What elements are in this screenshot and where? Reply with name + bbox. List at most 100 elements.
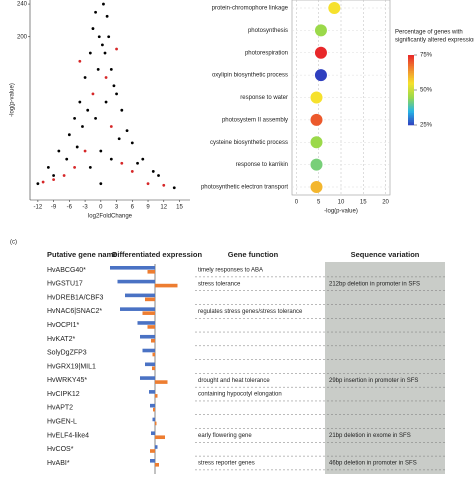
point — [172, 186, 176, 190]
point — [52, 178, 56, 181]
point — [141, 157, 145, 161]
point — [157, 174, 160, 177]
gene-function: stress reporter genes — [198, 461, 255, 467]
colorbar-segment — [408, 97, 414, 100]
category-label: photorespiration — [245, 50, 288, 56]
point — [109, 67, 113, 71]
point — [97, 35, 101, 39]
point — [94, 116, 97, 120]
point — [57, 149, 61, 153]
expression-bar — [152, 417, 155, 422]
y-axis-label: -log(p-value) — [10, 83, 16, 117]
gene-function: drought and heat tolerance — [198, 378, 270, 384]
point — [117, 137, 121, 141]
point — [104, 100, 108, 104]
legend-title: significantly altered expression — [395, 38, 474, 44]
point — [109, 125, 113, 128]
gene-name: HvGSTU17 — [47, 281, 83, 288]
expression-bar — [140, 376, 155, 380]
point — [125, 129, 129, 133]
point — [105, 14, 109, 18]
point — [100, 43, 104, 47]
expression-bar — [147, 325, 155, 329]
expression-bar — [145, 297, 155, 302]
x-tick-label: 15 — [360, 200, 367, 206]
colorbar-segment — [408, 62, 414, 65]
colorbar-segment — [408, 90, 414, 93]
point — [88, 51, 92, 55]
colorbar-segment — [408, 116, 414, 119]
point — [115, 92, 118, 96]
point — [78, 59, 82, 63]
colorbar-segment — [408, 72, 414, 75]
gene-name: HvELF4-like4 — [47, 432, 89, 439]
point — [115, 47, 118, 51]
expression-bar — [145, 362, 155, 367]
expression-bar — [152, 352, 155, 357]
expression-bar — [120, 307, 155, 311]
bubble — [328, 2, 341, 14]
colorbar-segment — [408, 79, 414, 82]
x-tick-label: -12 — [34, 205, 43, 211]
colorbar-segment — [408, 98, 414, 101]
x-tick-label: 15 — [176, 205, 183, 211]
panel-label: (c) — [10, 240, 17, 246]
point — [91, 27, 95, 30]
legend-title: Percentage of genes with — [395, 30, 463, 36]
point — [67, 133, 71, 137]
expression-bar — [117, 279, 155, 284]
point — [73, 116, 76, 120]
colorbar-segment — [408, 58, 414, 61]
bubble — [314, 24, 327, 37]
category-label: response to water — [240, 95, 288, 101]
x-axis-label: -log(p-value) — [324, 209, 358, 215]
point — [162, 183, 166, 187]
expression-bar — [155, 463, 159, 467]
colorbar-segment — [408, 86, 414, 89]
x-tick-label: -9 — [51, 205, 57, 211]
gene-function: containing hypocotyl elongation — [198, 392, 282, 398]
x-axis-label: log2FoldChange — [88, 214, 133, 220]
expression-bar — [155, 394, 158, 398]
point — [94, 10, 97, 14]
expression-bar — [150, 449, 155, 453]
expression-bar — [149, 390, 155, 394]
bubble — [310, 158, 323, 171]
point — [41, 180, 45, 184]
colorbar-tick-label: 50% — [420, 88, 433, 94]
bubble — [310, 91, 323, 104]
x-tick-label: -3 — [82, 205, 88, 211]
colorbar-segment — [408, 112, 414, 115]
category-label: cysteine biosynthetic process — [210, 140, 288, 146]
expression-bar — [140, 334, 155, 339]
gene-name: HvABCG40* — [47, 267, 86, 274]
header: Sequence variation — [351, 250, 420, 259]
colorbar-segment — [408, 60, 414, 63]
x-tick-label: 0 — [295, 200, 299, 206]
category-label: photosynthetic electron transport — [201, 185, 288, 191]
gene-name: HvKAT2* — [47, 336, 76, 343]
colorbar-segment — [408, 77, 414, 80]
expression-bar — [150, 459, 155, 463]
colorbar-segment — [408, 63, 414, 66]
expression-bar — [147, 270, 155, 274]
point — [65, 157, 69, 161]
colorbar-segment — [408, 88, 414, 91]
expression-bar — [142, 348, 155, 353]
expression-bar — [125, 293, 155, 298]
gene-name: SolyDgZFP3 — [47, 350, 87, 357]
colorbar-segment — [408, 121, 414, 124]
colorbar-tick-label: 25% — [420, 123, 433, 129]
gene-name: HvGEN-L — [47, 418, 77, 425]
colorbar-segment — [408, 91, 414, 94]
gene-name: HvDREB1A/CBF3 — [47, 294, 104, 301]
point — [86, 108, 90, 112]
colorbar-segment — [408, 100, 414, 103]
colorbar-segment — [408, 109, 414, 112]
point — [130, 170, 134, 173]
gene-name: HvGRX19|MIL1 — [47, 363, 96, 370]
bubble — [310, 136, 323, 149]
point — [109, 157, 113, 161]
gene-name: HvCOS* — [47, 446, 74, 453]
point — [136, 161, 139, 165]
